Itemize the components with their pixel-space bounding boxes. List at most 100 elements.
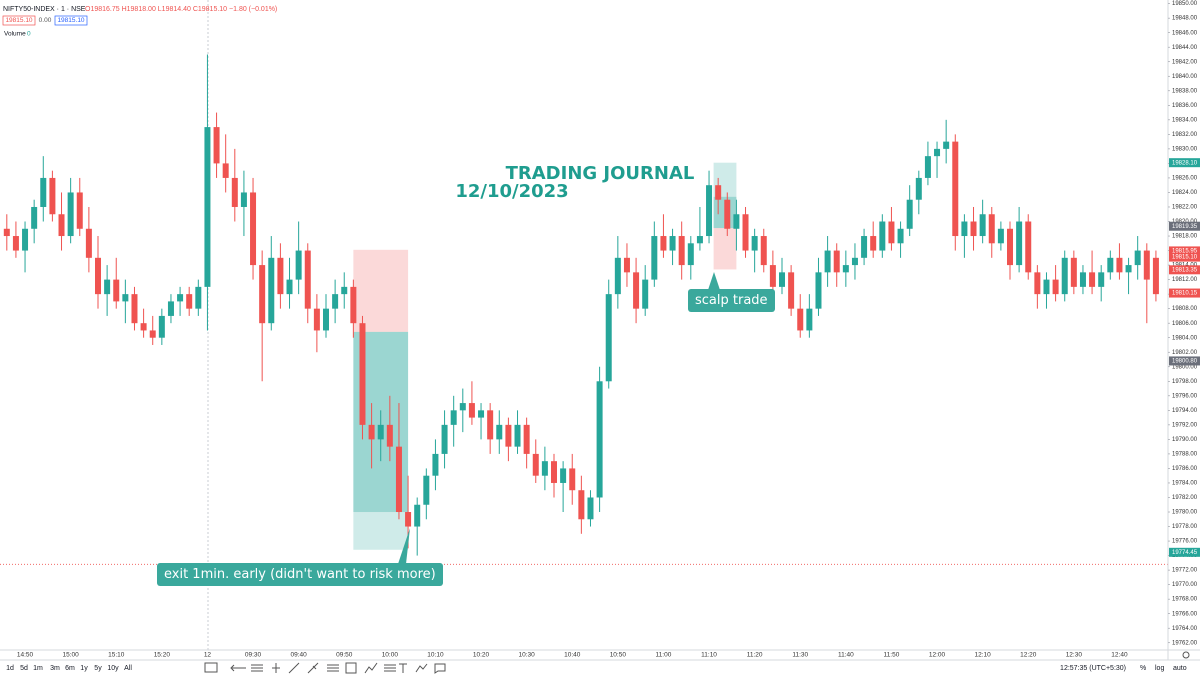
candle-body — [569, 468, 576, 491]
candle-body — [140, 323, 147, 331]
scale-option[interactable]: % — [1140, 665, 1146, 672]
x-tick-label: 09:50 — [336, 652, 353, 659]
range-button[interactable]: 6m — [65, 665, 75, 672]
x-tick-label: 10:10 — [427, 652, 444, 659]
candle-body — [286, 279, 293, 295]
target-zone — [713, 162, 737, 229]
tool-icon[interactable] — [204, 662, 218, 673]
x-tick-label: 14:50 — [17, 652, 34, 659]
scale-option[interactable]: log — [1155, 665, 1164, 672]
y-tick-label: 19778.00 — [1172, 524, 1198, 530]
candle-body — [459, 403, 466, 411]
candle-body — [861, 236, 868, 258]
y-tick-label: 19766.00 — [1172, 611, 1198, 617]
y-tick-label: 19812.00 — [1172, 277, 1198, 283]
ask-box[interactable] — [54, 15, 88, 26]
candle-body — [742, 214, 749, 251]
tool-icon[interactable] — [364, 662, 378, 674]
ask: 19815.10 — [57, 17, 84, 24]
tool-icon[interactable] — [272, 663, 280, 673]
candle-body — [651, 236, 658, 280]
range-button[interactable]: 1d — [6, 665, 14, 672]
candle-body — [67, 192, 74, 237]
candle-body — [359, 323, 366, 425]
callout-pointer — [398, 528, 410, 564]
y-tick-label: 19764.00 — [1172, 626, 1198, 632]
candle-body — [587, 497, 594, 520]
tool-icon[interactable] — [288, 662, 300, 674]
y-tick-label: 19786.00 — [1172, 466, 1198, 472]
y-tick-label: 19834.00 — [1172, 117, 1198, 123]
candle-body — [377, 424, 384, 440]
x-tick-label: 12:20 — [1020, 652, 1037, 659]
candle-body — [815, 272, 822, 309]
x-tick-label: 11:20 — [747, 652, 763, 659]
range-button[interactable]: All — [124, 665, 132, 672]
y-tick-label: 19796.00 — [1172, 393, 1198, 399]
price-label: 19810.15 — [1172, 291, 1198, 297]
scale-option[interactable]: auto — [1173, 665, 1187, 672]
y-tick-label: 19836.00 — [1172, 103, 1198, 109]
candle-body — [22, 228, 29, 251]
price-label: 19828.10 — [1172, 160, 1198, 166]
y-tick-label: 19772.00 — [1172, 568, 1198, 574]
candle-body — [788, 272, 795, 309]
price-label-box — [1169, 547, 1200, 557]
candle-body — [85, 228, 92, 258]
candle-body — [1034, 272, 1041, 295]
candle-body — [441, 424, 448, 454]
y-tick-label: 19768.00 — [1172, 597, 1198, 603]
range-button[interactable]: 1y — [80, 665, 88, 672]
candle-body — [797, 308, 804, 331]
candle-body — [1007, 228, 1013, 266]
candle-body — [295, 250, 302, 280]
tool-icon[interactable] — [345, 662, 357, 674]
price-label: 19774.45 — [1172, 550, 1198, 556]
tool-icon[interactable] — [384, 664, 396, 672]
tool-icon[interactable] — [415, 663, 428, 673]
candle-body — [1052, 279, 1059, 295]
bid: 19815.10 — [5, 17, 32, 24]
bid-box[interactable] — [2, 15, 36, 26]
candle-body — [623, 257, 630, 273]
drawing-tools — [204, 662, 446, 674]
y-tick-label: 19776.00 — [1172, 539, 1198, 545]
x-tick-label: 10:40 — [564, 652, 581, 659]
tool-icon[interactable] — [230, 664, 246, 672]
y-tick-label: 19792.00 — [1172, 422, 1198, 428]
tool-icon[interactable] — [399, 663, 407, 673]
candle-body — [970, 221, 977, 237]
range-button[interactable]: 5d — [20, 665, 28, 672]
tool-icon[interactable] — [434, 663, 446, 674]
candle-body — [1098, 272, 1105, 287]
candle-body — [3, 228, 10, 237]
candle-body — [1107, 257, 1114, 273]
candle-body — [368, 424, 375, 440]
settings-icon[interactable] — [1182, 651, 1190, 659]
price-label: 19819.35 — [1172, 224, 1198, 230]
candle-body — [49, 177, 56, 215]
y-tick-label: 19844.00 — [1172, 45, 1198, 51]
price-label-box — [1169, 158, 1200, 168]
candle-body — [332, 294, 339, 309]
y-tick-label: 19822.00 — [1172, 205, 1198, 211]
tool-icon[interactable] — [327, 664, 339, 672]
range-button[interactable]: 10y — [107, 665, 119, 672]
range-button[interactable]: 1m — [33, 665, 43, 672]
range-button[interactable]: 3m — [50, 665, 60, 672]
candle-body — [961, 221, 968, 237]
candle-body — [195, 286, 202, 309]
range-button[interactable]: 5y — [94, 665, 102, 672]
candle-body — [250, 192, 257, 266]
price-label-box — [1169, 221, 1200, 231]
candle-body — [924, 156, 931, 178]
candle-body — [158, 315, 165, 338]
callout-pointer — [708, 272, 720, 290]
x-tick-label: 09:40 — [290, 652, 307, 659]
candle-body — [979, 214, 986, 237]
candle-body — [122, 294, 129, 302]
candle-body — [833, 250, 840, 273]
tool-icon[interactable] — [251, 664, 263, 672]
candle-body — [240, 192, 247, 207]
tool-icon[interactable] — [307, 662, 319, 674]
